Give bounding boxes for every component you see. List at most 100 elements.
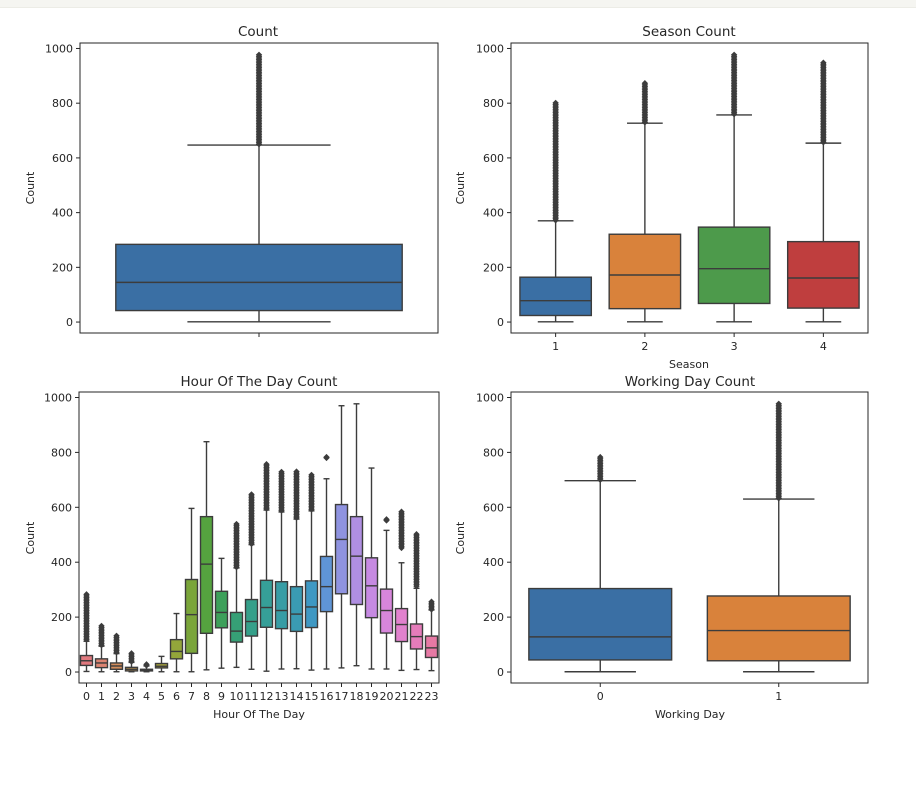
outlier-point bbox=[730, 110, 738, 118]
x-tick-label: 13 bbox=[275, 690, 289, 703]
box-20 bbox=[379, 516, 394, 670]
x-tick-label: 21 bbox=[395, 690, 409, 703]
iqr-box bbox=[608, 233, 682, 310]
iqr-box bbox=[319, 555, 334, 613]
iqr-box bbox=[304, 580, 319, 629]
box-3 bbox=[124, 650, 139, 673]
box-8 bbox=[199, 440, 214, 671]
outlier-point bbox=[278, 507, 285, 514]
iqr-box bbox=[706, 595, 851, 662]
y-tick-label: 1000 bbox=[476, 391, 504, 404]
box-1 bbox=[94, 622, 109, 673]
iqr-box bbox=[697, 226, 771, 305]
box-23 bbox=[424, 598, 439, 672]
box-17 bbox=[334, 405, 349, 669]
panel-working-day-count: Working Day Count Count Working Day 0 200… bbox=[454, 374, 869, 721]
y-tick-label: 800 bbox=[51, 446, 72, 459]
x-tick-label: 9 bbox=[218, 690, 225, 703]
x-tick-label: 11 bbox=[245, 690, 259, 703]
y-tick-label: 600 bbox=[51, 501, 72, 514]
x-tick-label: 0 bbox=[597, 690, 604, 703]
iqr-box bbox=[244, 598, 259, 637]
x-tick-label: 1 bbox=[775, 690, 782, 703]
box-19 bbox=[364, 467, 379, 670]
outlier-point bbox=[143, 662, 150, 669]
y-axis-label: Count bbox=[454, 521, 467, 554]
y-axis-label: Count bbox=[454, 171, 467, 204]
iqr-box bbox=[349, 515, 364, 606]
x-tick-label: 10 bbox=[230, 690, 244, 703]
panel-count: Count Count 0 200 400 600 800 1000 bbox=[24, 24, 439, 337]
iqr-box bbox=[274, 580, 289, 630]
outlier-point bbox=[83, 636, 90, 643]
outlier-point bbox=[248, 540, 255, 548]
panel-hour-count: Hour Of The Day Count Count Hour Of The … bbox=[24, 374, 440, 721]
y-tick-label: 600 bbox=[52, 152, 73, 165]
panel-season-count: Season Count Count Season 0 200 400 600 800 1… bbox=[454, 24, 869, 371]
x-tick-label: 20 bbox=[380, 690, 394, 703]
x-tick-label: 3 bbox=[731, 340, 738, 353]
axes-frame bbox=[510, 42, 869, 334]
box-2 bbox=[109, 632, 124, 673]
panel-title: Count bbox=[238, 24, 278, 40]
outlier-point bbox=[128, 658, 135, 665]
y-tick-label: 200 bbox=[483, 611, 504, 624]
y-tick-label: 200 bbox=[52, 261, 73, 274]
box-16 bbox=[319, 453, 334, 670]
iqr-box bbox=[334, 503, 349, 595]
x-tick-label: 14 bbox=[290, 690, 304, 703]
y-tick-label: 400 bbox=[483, 556, 504, 569]
outlier-point bbox=[428, 606, 435, 613]
iqr-box bbox=[199, 515, 214, 635]
outlier-point bbox=[775, 495, 782, 502]
y-tick-label: 1000 bbox=[476, 42, 504, 55]
y-tick-label: 400 bbox=[483, 207, 504, 220]
y-axis-label: Count bbox=[24, 171, 37, 204]
iqr-box bbox=[364, 557, 379, 619]
box-18 bbox=[349, 403, 364, 667]
box-14 bbox=[289, 468, 304, 670]
x-tick-label: 8 bbox=[203, 690, 210, 703]
box-11 bbox=[244, 491, 259, 670]
y-tick-label: 400 bbox=[51, 556, 72, 569]
box-all bbox=[115, 51, 403, 323]
x-axis-label: Season bbox=[669, 358, 709, 371]
plot-area: 0 200 400 600 800 1000 bbox=[45, 42, 439, 337]
box-2 bbox=[608, 80, 682, 323]
outlier-point bbox=[263, 505, 270, 512]
x-tick-label: 3 bbox=[128, 690, 135, 703]
x-tick-label: 4 bbox=[143, 690, 150, 703]
panel-title: Hour Of The Day Count bbox=[181, 374, 338, 390]
y-tick-label: 0 bbox=[66, 316, 73, 329]
x-axis-label: Working Day bbox=[655, 708, 726, 721]
box-3 bbox=[697, 51, 771, 323]
box-4 bbox=[139, 661, 154, 673]
iqr-box bbox=[424, 635, 439, 659]
outlier-point bbox=[383, 517, 390, 524]
outlier-point bbox=[233, 563, 240, 571]
box-13 bbox=[274, 468, 289, 670]
box-6 bbox=[169, 612, 184, 673]
x-tick-label: 23 bbox=[425, 690, 439, 703]
iqr-box bbox=[214, 590, 229, 629]
x-tick-label: 5 bbox=[158, 690, 165, 703]
y-tick-label: 0 bbox=[497, 666, 504, 679]
iqr-box bbox=[528, 587, 673, 661]
y-tick-label: 1000 bbox=[44, 391, 72, 404]
box-0 bbox=[528, 453, 673, 673]
y-tick-label: 200 bbox=[51, 611, 72, 624]
outlier-point bbox=[98, 641, 105, 649]
outlier-point bbox=[255, 141, 263, 148]
box-4 bbox=[786, 59, 860, 323]
x-tick-label: 1 bbox=[98, 690, 105, 703]
outlier-point bbox=[308, 506, 315, 513]
x-tick-label: 12 bbox=[260, 690, 274, 703]
outlier-point bbox=[641, 119, 649, 126]
outlier-point bbox=[413, 582, 420, 590]
box-10 bbox=[229, 520, 244, 669]
panel-title: Season Count bbox=[642, 24, 735, 40]
box-7 bbox=[184, 507, 199, 673]
box-5 bbox=[154, 655, 169, 673]
axes-frame bbox=[510, 391, 869, 684]
